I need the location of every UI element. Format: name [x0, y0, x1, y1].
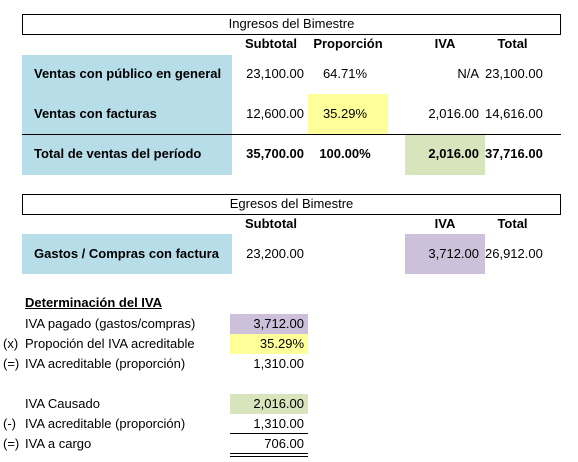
label-cell — [22, 55, 232, 175]
highlight-cell — [308, 94, 388, 134]
cell: 64.71% — [322, 66, 368, 81]
section-title: Determinación del IVA — [25, 295, 163, 310]
cell: 35,700.00 — [246, 146, 304, 161]
title-box — [22, 14, 561, 35]
row-label: Total de ventas del período — [34, 146, 202, 161]
cell: 100.00% — [319, 146, 371, 161]
column-header: Total — [497, 36, 528, 51]
operator: (=) — [3, 356, 20, 371]
row-label: Gastos / Compras con factura — [34, 246, 219, 261]
highlight-cell — [230, 394, 308, 414]
cell: 2,016.00 — [253, 396, 304, 411]
cell: 35.29% — [322, 106, 368, 121]
cell: 1,310.00 — [253, 356, 304, 371]
row-label: IVA pagado (gastos/compras) — [25, 316, 196, 331]
cell: 35.29% — [259, 336, 304, 351]
row-label: Ventas con público en general — [34, 66, 222, 81]
cell: 706.00 — [264, 436, 304, 451]
cell: 23,100.00 — [485, 66, 543, 81]
row-label: Ventas con facturas — [34, 106, 157, 121]
column-header: IVA — [434, 36, 456, 51]
title-box — [22, 194, 561, 215]
operator: (-) — [3, 416, 16, 431]
highlight-cell — [230, 314, 308, 334]
row-label: IVA acreditable (proporción) — [25, 356, 186, 371]
row-label: Propoción del IVA acreditable — [25, 336, 195, 351]
highlight-cell — [405, 234, 485, 274]
cell: 14,616.00 — [485, 106, 543, 121]
row-label: IVA a cargo — [25, 436, 92, 451]
highlight-cell — [230, 334, 308, 354]
cell: 3,712.00 — [253, 316, 304, 331]
column-header: Total — [497, 216, 528, 231]
cell: 37,716.00 — [485, 146, 543, 161]
operator: (=) — [3, 436, 20, 451]
rule — [230, 433, 308, 434]
section-title: Egresos del Bimestre — [229, 196, 354, 211]
operator: (x) — [3, 336, 19, 351]
column-header: Proporción — [313, 36, 383, 51]
cell: 23,200.00 — [246, 246, 304, 261]
cell: N/A — [457, 66, 479, 81]
cell: 2,016.00 — [428, 106, 479, 121]
label-cell — [22, 234, 232, 274]
cell: 12,600.00 — [246, 106, 304, 121]
section-title: Ingresos del Bimestre — [228, 16, 355, 31]
cell: 2,016.00 — [428, 146, 479, 161]
cell: 1,310.00 — [253, 416, 304, 431]
highlight-cell — [405, 135, 485, 175]
rule — [22, 134, 561, 135]
row-label: IVA acreditable (proporción) — [25, 416, 186, 431]
column-header: Subtotal — [245, 216, 297, 231]
cell: 26,912.00 — [485, 246, 543, 261]
row-label: IVA Causado — [25, 396, 100, 411]
column-header: IVA — [434, 216, 456, 231]
cell: 23,100.00 — [246, 66, 304, 81]
rule — [230, 453, 308, 457]
cell: 3,712.00 — [428, 246, 479, 261]
column-header: Subtotal — [245, 36, 297, 51]
